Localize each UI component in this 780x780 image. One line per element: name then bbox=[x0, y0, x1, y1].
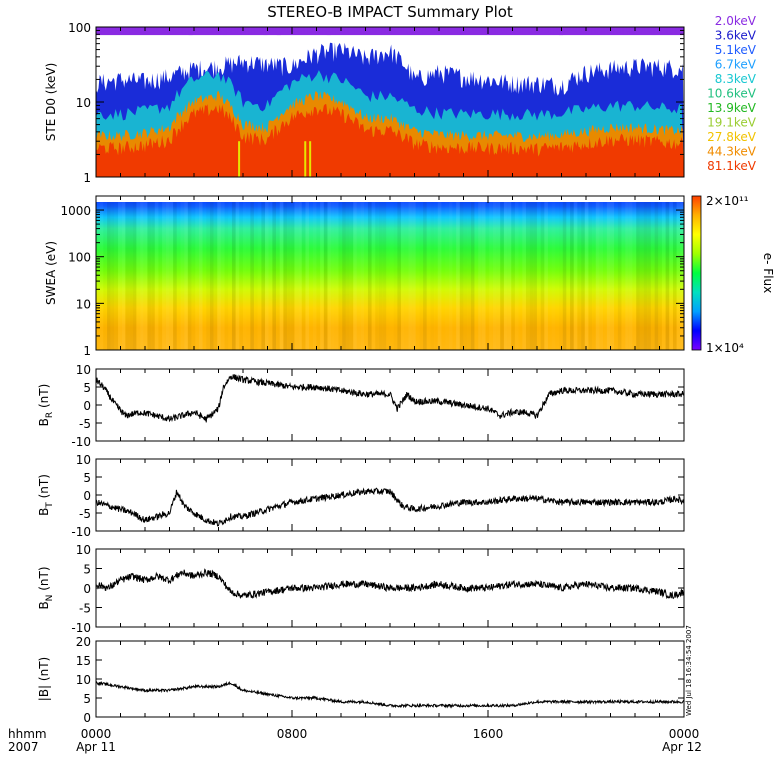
x-tick-label: 0800 bbox=[277, 727, 308, 741]
flux-colorbar: 2×10¹¹ 1×10⁴ e- Flux bbox=[691, 194, 775, 355]
colorbar-label: e- Flux bbox=[761, 253, 775, 293]
bmag-ytick-label: 15 bbox=[76, 654, 91, 668]
bt-ytick-label: 10 bbox=[76, 453, 91, 467]
stamp-text: Wed Jul 18 16:34:54 2007 bbox=[685, 625, 693, 716]
x-tick-label: 1600 bbox=[473, 727, 504, 741]
br-ytick-label: -5 bbox=[79, 417, 91, 431]
swea-ytick-label: 100 bbox=[68, 251, 91, 265]
bt-ylabel-sub: T bbox=[45, 502, 55, 509]
bt-frame bbox=[95, 458, 685, 532]
energy-legend-item: 81.1keV bbox=[707, 159, 757, 173]
bn-ytick-label: 0 bbox=[83, 582, 91, 596]
field-traces bbox=[95, 374, 685, 709]
colorbar-min-label: 1×10⁴ bbox=[706, 341, 744, 355]
ste-yellow-spike bbox=[304, 141, 307, 177]
bt-ytick-label: 0 bbox=[83, 489, 91, 503]
panel-frames bbox=[95, 26, 685, 718]
bn-ytick-label: 10 bbox=[76, 543, 91, 557]
energy-legend-item: 44.3keV bbox=[707, 145, 757, 159]
swea-ytick-label: 1 bbox=[83, 344, 91, 358]
br-ylabel: BR (nT) bbox=[37, 384, 55, 427]
x-tick-label: 0000 bbox=[669, 727, 700, 741]
swea-background bbox=[96, 196, 684, 350]
bt-ylabel: BT (nT) bbox=[37, 474, 55, 516]
br-ylabel-sub: R bbox=[45, 412, 55, 418]
ste-ytick-label: 10 bbox=[76, 96, 91, 110]
plot-title: STEREO-B IMPACT Summary Plot bbox=[267, 3, 513, 21]
energy-legend-item: 5.1keV bbox=[715, 43, 757, 57]
br-ylabel-base: B bbox=[37, 418, 51, 426]
colorbar-max-label: 2×10¹¹ bbox=[706, 194, 749, 208]
bmag-ytick-label: 5 bbox=[83, 692, 91, 706]
x-label-year: 2007 bbox=[8, 740, 39, 754]
br-ytick-label: -10 bbox=[71, 435, 91, 449]
energy-legend-item: 27.8keV bbox=[707, 130, 757, 144]
energy-legend-item: 19.1keV bbox=[707, 116, 757, 130]
energy-legend-item: 10.6keV bbox=[707, 87, 757, 101]
bt-ytick-label: -10 bbox=[71, 525, 91, 539]
bmag-ytick-label: 10 bbox=[76, 673, 91, 687]
bt-trace bbox=[95, 487, 685, 527]
energy-legend-item: 2.0keV bbox=[715, 14, 757, 28]
bn-ylabel-base: B bbox=[37, 601, 51, 609]
energy-legend-item: 13.9keV bbox=[707, 101, 757, 115]
bn-ylabel-sub: N bbox=[45, 595, 55, 602]
ste-ylabel: STE D0 (keV) bbox=[44, 63, 58, 142]
bn-ytick-label: -10 bbox=[71, 621, 91, 635]
energy-legend-item: 6.7keV bbox=[715, 58, 757, 72]
panel-fills bbox=[96, 27, 684, 350]
br-frame bbox=[95, 368, 685, 442]
bn-trace bbox=[95, 568, 685, 600]
ste-ytick-label: 100 bbox=[68, 21, 91, 35]
bmag-ytick-label: 20 bbox=[76, 635, 91, 649]
bmag-trace bbox=[95, 680, 685, 709]
bn-ytick-label: -5 bbox=[79, 602, 91, 616]
swea-spectrogram bbox=[96, 196, 684, 350]
x-tick-label: 0000 bbox=[81, 727, 112, 741]
br-ytick-label: 0 bbox=[83, 399, 91, 413]
start-date: Apr 11 bbox=[76, 740, 116, 754]
bn-ytick-label: 5 bbox=[83, 563, 91, 577]
energy-legend-item: 8.3keV bbox=[715, 72, 757, 86]
bt-ytick-label: 5 bbox=[83, 471, 91, 485]
br-ylabel-unit: (nT) bbox=[37, 384, 51, 412]
bmag-ylabel: |B| (nT) bbox=[37, 657, 51, 701]
bmag-frame bbox=[95, 640, 685, 718]
bt-ytick-label: -5 bbox=[79, 507, 91, 521]
br-trace bbox=[95, 374, 685, 423]
ste-spectrogram bbox=[96, 27, 684, 177]
bn-ylabel-unit: (nT) bbox=[37, 566, 51, 594]
ste-band-red bbox=[96, 104, 684, 177]
br-ytick-label: 10 bbox=[76, 363, 91, 377]
end-date: Apr 12 bbox=[662, 740, 702, 754]
swea-ytick-label: 1000 bbox=[60, 204, 91, 218]
br-ytick-label: 5 bbox=[83, 381, 91, 395]
bn-ylabel: BN (nT) bbox=[37, 566, 55, 609]
bt-ylabel-base: B bbox=[37, 508, 51, 516]
x-label-hhmm: hhmm bbox=[8, 727, 47, 741]
energy-legend: 2.0keV3.6keV5.1keV6.7keV8.3keV10.6keV13.… bbox=[707, 14, 757, 173]
energy-legend-item: 3.6keV bbox=[715, 29, 757, 43]
bmag-ytick-label: 0 bbox=[83, 711, 91, 725]
swea-ytick-label: 10 bbox=[76, 297, 91, 311]
ste-ytick-label: 1 bbox=[83, 171, 91, 185]
bt-ylabel-unit: (nT) bbox=[37, 474, 51, 502]
swea-ylabel: SWEA (eV) bbox=[44, 241, 58, 305]
ste-yellow-spike bbox=[238, 141, 241, 177]
colorbar-gradient bbox=[691, 195, 702, 351]
ste-yellow-spike bbox=[309, 141, 312, 177]
